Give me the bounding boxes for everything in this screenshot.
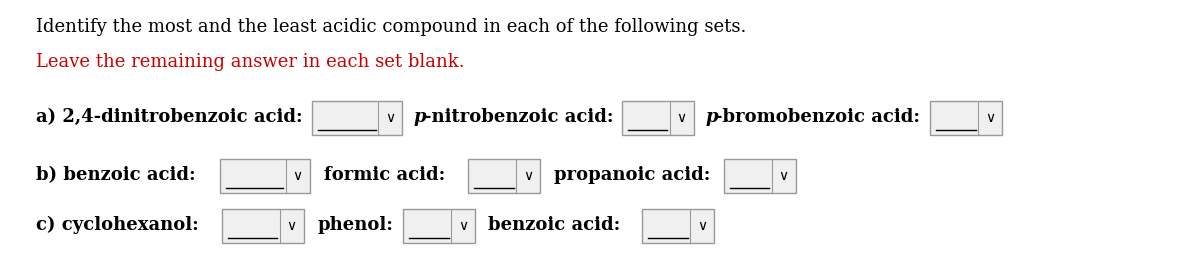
Text: -nitrobenzoic acid:: -nitrobenzoic acid: xyxy=(424,108,613,126)
FancyBboxPatch shape xyxy=(220,159,310,193)
FancyBboxPatch shape xyxy=(622,101,694,135)
Text: c) cyclohexanol:: c) cyclohexanol: xyxy=(36,216,199,234)
Text: ∨: ∨ xyxy=(385,111,395,125)
Text: ∨: ∨ xyxy=(523,169,533,183)
Text: benzoic acid:: benzoic acid: xyxy=(488,216,620,234)
FancyBboxPatch shape xyxy=(468,159,540,193)
Text: ∨: ∨ xyxy=(677,111,686,125)
Text: ∨: ∨ xyxy=(287,219,296,233)
FancyBboxPatch shape xyxy=(642,209,714,243)
Text: propanoic acid:: propanoic acid: xyxy=(554,166,710,184)
FancyBboxPatch shape xyxy=(312,101,402,135)
Text: ∨: ∨ xyxy=(779,169,788,183)
Text: Leave the remaining answer in each set blank.: Leave the remaining answer in each set b… xyxy=(36,53,464,70)
Text: ∨: ∨ xyxy=(293,169,302,183)
Text: -bromobenzoic acid:: -bromobenzoic acid: xyxy=(715,108,920,126)
Text: ∨: ∨ xyxy=(985,111,995,125)
FancyBboxPatch shape xyxy=(222,209,304,243)
Text: p: p xyxy=(414,108,427,126)
FancyBboxPatch shape xyxy=(403,209,475,243)
Text: ∨: ∨ xyxy=(458,219,468,233)
Text: a) 2,4-dinitrobenzoic acid:: a) 2,4-dinitrobenzoic acid: xyxy=(36,108,302,126)
FancyBboxPatch shape xyxy=(930,101,1002,135)
Text: p: p xyxy=(706,108,719,126)
Text: phenol:: phenol: xyxy=(318,216,394,234)
Text: b) benzoic acid:: b) benzoic acid: xyxy=(36,166,196,184)
FancyBboxPatch shape xyxy=(724,159,796,193)
Text: ∨: ∨ xyxy=(697,219,707,233)
Text: Identify the most and the least acidic compound in each of the following sets.: Identify the most and the least acidic c… xyxy=(36,18,746,36)
Text: formic acid:: formic acid: xyxy=(324,166,445,184)
